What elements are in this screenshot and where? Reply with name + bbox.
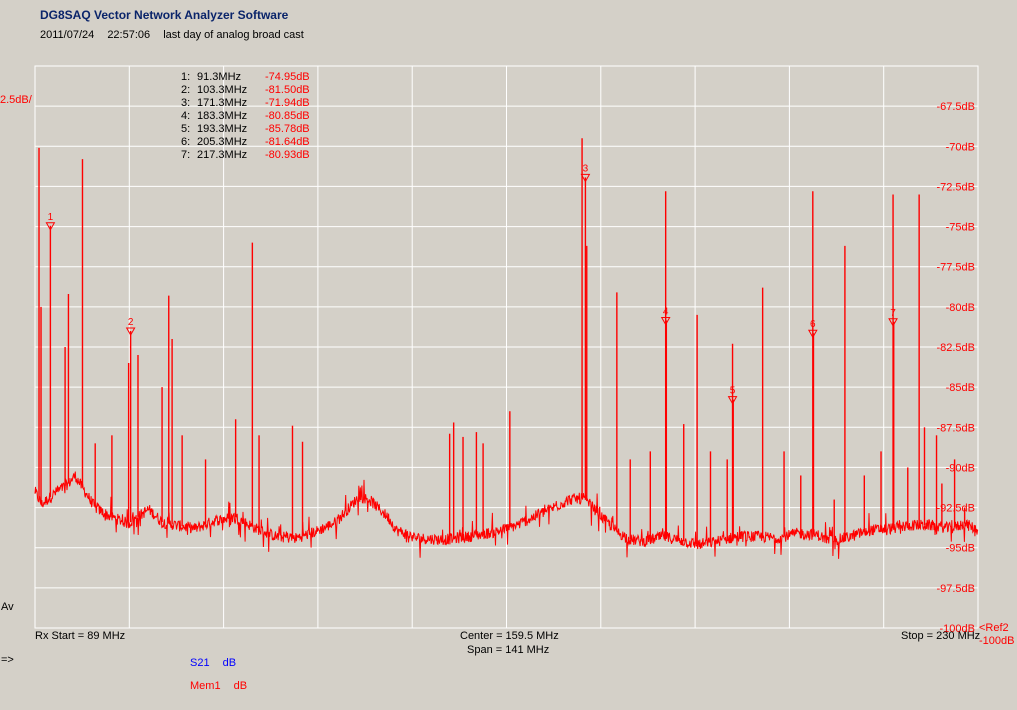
- ref-line1: <Ref2: [979, 622, 1009, 634]
- marker-freq: 217.3MHz: [197, 149, 248, 161]
- y-tick-label: -70dB: [946, 141, 975, 153]
- marker-triangle: [727, 396, 738, 405]
- marker-number: 6: [810, 319, 816, 330]
- y-tick-label: -85dB: [946, 382, 975, 394]
- marker-triangle: [125, 327, 136, 336]
- app-title: DG8SAQ Vector Network Analyzer Software: [40, 8, 289, 22]
- marker-id: 2:: [181, 84, 191, 96]
- y-tick-label: -80dB: [946, 302, 975, 314]
- marker-triangle: [580, 173, 591, 183]
- marker-triangle: [660, 317, 671, 326]
- header-meta: 2011/07/24 22:57:06 last day of analog b…: [40, 29, 314, 41]
- marker-level: -71.94dB: [265, 97, 310, 109]
- trace-mem1-name: Mem1: [190, 680, 221, 692]
- marker-number: 3: [583, 163, 589, 174]
- marker-triangle: [888, 318, 898, 327]
- marker-level: -80.93dB: [265, 149, 310, 161]
- marker-freq: 193.3MHz: [197, 123, 248, 135]
- marker-id: 4:: [181, 110, 191, 122]
- marker-id: 3:: [181, 97, 191, 109]
- y-tick-label: -97.5dB: [936, 583, 975, 595]
- marker-table-row: 7: 217.3MHz -80.93dB: [181, 149, 310, 162]
- marker-level: -85.78dB: [265, 123, 310, 135]
- marker-table: 1: 91.3MHz -74.95dB 2: 103.3MHz -81.50dB 3: 171…: [181, 71, 310, 162]
- scale-label: 2.5dB/: [0, 94, 32, 106]
- marker-number: 5: [730, 386, 736, 397]
- trace-mem1-unit: dB: [233, 680, 248, 692]
- span-label: Span = 141 MHz: [467, 644, 550, 656]
- stop-label: Stop = 230 MHz: [901, 630, 981, 642]
- marker-table-row: 5: 193.3MHz -85.78dB: [181, 123, 310, 136]
- ref-line2: -100dB: [979, 635, 1015, 647]
- ref-label: <Ref2 -100dB: [979, 622, 1014, 648]
- marker-number: 1: [48, 212, 54, 223]
- y-tick-label: -90dB: [946, 462, 975, 474]
- marker-triangle: [45, 222, 56, 231]
- marker-number: 7: [890, 308, 896, 319]
- comment-text: last day of analog broad cast: [163, 29, 304, 41]
- marker-id: 6:: [181, 136, 191, 148]
- y-tick-label: -75dB: [946, 222, 975, 234]
- marker-freq: 171.3MHz: [197, 97, 248, 109]
- marker-id: 7:: [181, 149, 191, 161]
- markers: 1 2 3 4 5 6 7: [45, 163, 898, 405]
- marker-freq: 205.3MHz: [197, 136, 248, 148]
- s21-trace-line: [34, 471, 979, 559]
- marker-table-row: 2: 103.3MHz -81.50dB: [181, 84, 310, 97]
- y-tick-label: -67.5dB: [936, 101, 975, 113]
- marker-id: 1:: [181, 71, 191, 83]
- marker-level: -81.50dB: [265, 84, 310, 96]
- marker-freq: 103.3MHz: [197, 84, 248, 96]
- y-tick-labels: -67.5dB -70dB -72.5dB -75dB -77.5dB -80dB -82.…: [936, 101, 975, 635]
- marker-number: 4: [663, 307, 669, 318]
- y-tick-label: -77.5dB: [936, 262, 975, 274]
- marker-freq: 183.3MHz: [197, 110, 248, 122]
- y-tick-label: -87.5dB: [936, 422, 975, 434]
- spike-layer: [38, 138, 966, 545]
- grid: [34, 65, 979, 629]
- marker-freq: 91.3MHz: [197, 71, 242, 83]
- marker-table-row: 3: 171.3MHz -71.94dB: [181, 97, 310, 110]
- marker-level: -81.64dB: [265, 136, 310, 148]
- y-tick-label: -82.5dB: [936, 342, 975, 354]
- marker-table-row: 1: 91.3MHz -74.95dB: [181, 71, 310, 84]
- trace-mem1-label[interactable]: Mem1 dB: [190, 680, 257, 692]
- marker-number: 2: [128, 317, 134, 328]
- time-text: 22:57:06: [107, 29, 151, 41]
- center-label: Center = 159.5 MHz: [460, 630, 559, 642]
- arrow-indicator: =>: [1, 654, 14, 666]
- marker-table-row: 6: 205.3MHz -81.64dB: [181, 136, 310, 149]
- marker-level: -80.85dB: [265, 110, 310, 122]
- trace-s21-unit: dB: [222, 657, 237, 669]
- marker-table-row: 4: 183.3MHz -80.85dB: [181, 110, 310, 123]
- trace-s21-label[interactable]: S21 dB: [190, 657, 246, 669]
- marker-level: -74.95dB: [265, 71, 310, 83]
- date-text: 2011/07/24: [40, 29, 95, 41]
- rx-start-label: Rx Start = 89 MHz: [35, 630, 126, 642]
- marker-id: 5:: [181, 123, 191, 135]
- marker-triangle: [807, 329, 818, 339]
- trace-s21-name: S21: [190, 657, 210, 669]
- y-tick-label: -92.5dB: [936, 503, 975, 515]
- y-tick-label: -95dB: [946, 543, 975, 555]
- av-label: Av: [1, 601, 14, 613]
- y-tick-label: -72.5dB: [936, 181, 975, 193]
- y-tick-label: -100dB: [940, 623, 975, 635]
